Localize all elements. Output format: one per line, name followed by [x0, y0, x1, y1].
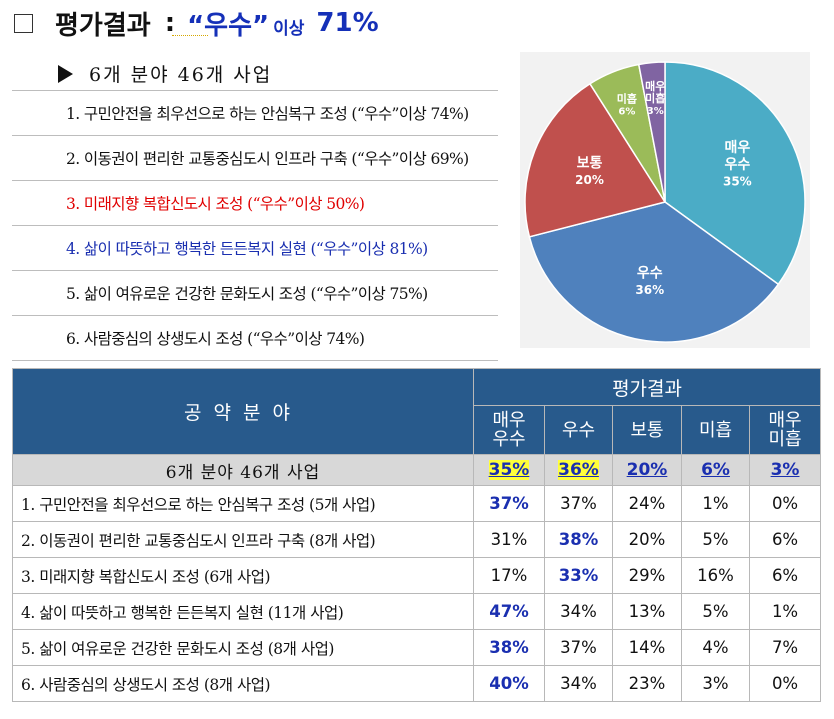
table-cell: 5% — [681, 521, 750, 558]
list-item: 5. 삶이 여유로운 건강한 문화도시 조성 (“우수”이상 75%) — [12, 270, 498, 315]
summary-value: 6% — [701, 460, 730, 480]
table-cell: 38% — [544, 521, 613, 558]
list-item: 6. 사람중심의 상생도시 조성 (“우수”이상 74%) — [12, 315, 498, 361]
pie-category-label: 매우 — [645, 79, 665, 93]
table-cell: 31% — [473, 521, 545, 558]
field-list: 1. 구민안전을 최우선으로 하는 안심복구 조성 (“우수”이상 74%) 2.… — [12, 90, 498, 361]
summary-value: 35% — [488, 460, 530, 480]
pie-category-label: 미흡 — [645, 91, 665, 105]
table-cell: 17% — [473, 557, 545, 594]
header-grade: 보통 — [612, 405, 682, 455]
header-grade: 매우 미흡 — [748, 405, 822, 455]
pie-category-label: 보통 — [577, 156, 603, 172]
table-cell: 37% — [544, 485, 613, 522]
table-cell: 34% — [544, 593, 613, 630]
table-cell: 38% — [473, 629, 545, 666]
table-cell: 3% — [681, 665, 750, 702]
summary-cell: 20% — [612, 454, 682, 486]
table-cell: 33% — [544, 557, 613, 594]
table-cell: 4% — [681, 629, 750, 666]
pie-value-label: 36% — [635, 283, 664, 297]
header-grade: 매우 우수 — [473, 405, 545, 455]
table-cell: 1% — [748, 593, 822, 630]
table-cell: 47% — [473, 593, 545, 630]
header-grade: 미흡 — [681, 405, 750, 455]
results-table: 공약분야 평가결과 매우 우수 우수 보통 미흡 매우 미흡 6개 분야 46개 사업 35%… — [12, 368, 822, 702]
table-cell: 0% — [748, 665, 822, 702]
table-cell: 6% — [748, 521, 822, 558]
table-cell: 23% — [612, 665, 682, 702]
table-cell: 29% — [612, 557, 682, 594]
pie-slice — [664, 61, 806, 286]
table-row: 6. 사람중심의 상생도시 조성 (8개 사업) 40% 34% 23% 3% 0% — [12, 665, 822, 702]
title-percent: 71% — [316, 8, 379, 38]
title-colon: : — [164, 8, 176, 38]
row-label: 1. 구민안전을 최우선으로 하는 안심복구 조성 (5개 사업) — [12, 485, 474, 522]
table-row: 5. 삶이 여유로운 건강한 문화도시 조성 (8개 사업) 38% 37% 14% 4… — [12, 629, 822, 666]
summary-cell: 3% — [748, 454, 822, 486]
list-item: 4. 삶이 따뜻하고 행복한 든든복지 실현 (“우수”이상 81%) — [12, 225, 498, 270]
summary-cell: 35% — [473, 454, 545, 486]
table-cell: 20% — [612, 521, 682, 558]
pie-slice — [528, 201, 780, 343]
row-label: 3. 미래지향 복합신도시 조성 (6개 사업) — [12, 557, 474, 594]
header-result: 평가결과 — [472, 368, 822, 406]
table-cell: 34% — [544, 665, 613, 702]
table-row: 4. 삶이 따뜻하고 행복한 든든복지 실현 (11개 사업) 47% 34% 13%… — [12, 593, 822, 630]
table-cell: 24% — [612, 485, 682, 522]
pie-category-label: 미흡 — [617, 92, 637, 106]
pie-category-label: 우수 — [637, 265, 663, 281]
table-cell: 6% — [748, 557, 822, 594]
pie-value-label: 35% — [723, 175, 752, 189]
row-label: 2. 이동권이 편리한 교통중심도시 인프라 구축 (8개 사업) — [12, 521, 474, 558]
list-item: 2. 이동권이 편리한 교통중심도시 인프라 구축 (“우수”이상 69%) — [12, 135, 498, 180]
row-label: 4. 삶이 따뜻하고 행복한 든든복지 실현 (11개 사업) — [12, 593, 474, 630]
summary-row: 6개 분야 46개 사업 35% 36% 20% 6% 3% — [12, 454, 822, 486]
table-cell: 0% — [748, 485, 822, 522]
table-cell: 16% — [681, 557, 750, 594]
summary-value: 20% — [626, 460, 668, 480]
summary-cell: 36% — [544, 454, 613, 486]
pie-category-label: 매우 — [724, 140, 750, 156]
dotted-underline — [172, 35, 208, 36]
table-row: 2. 이동권이 편리한 교통중심도시 인프라 구축 (8개 사업) 31% 38% 2… — [12, 521, 822, 558]
list-item: 1. 구민안전을 최우선으로 하는 안심복구 조성 (“우수”이상 74%) — [12, 90, 498, 135]
title-main: 평가결과 — [55, 10, 151, 41]
triangle-bullet-icon — [58, 64, 73, 83]
header-grade: 우수 — [544, 405, 613, 455]
table-cell: 7% — [748, 629, 822, 666]
table-row: 3. 미래지향 복합신도시 조성 (6개 사업) 17% 33% 29% 16% 6% — [12, 557, 822, 594]
pie-value-label: 20% — [575, 173, 604, 187]
table-cell: 1% — [681, 485, 750, 522]
pie-value-label: 6% — [618, 107, 635, 118]
table-cell: 13% — [612, 593, 682, 630]
title-above: 이상 — [273, 18, 305, 39]
checkbox-icon — [14, 13, 33, 33]
pie-chart: 매우 우수 35% 우수 36% 보통 20% 미흡 6% 매우 미흡 3% — [520, 52, 810, 348]
summary-value: 3% — [770, 460, 800, 480]
table-row: 1. 구민안전을 최우선으로 하는 안심복구 조성 (5개 사업) 37% 37% 2… — [12, 485, 822, 522]
summary-label: 6개 분야 46개 사업 — [12, 454, 474, 486]
summary-cell: 6% — [681, 454, 750, 486]
subheading: 6개 분야 46개 사업 — [58, 60, 272, 87]
table-cell: 14% — [612, 629, 682, 666]
header-field: 공약분야 — [12, 368, 474, 455]
list-item: 3. 미래지향 복합신도시 조성 (“우수”이상 50%) — [12, 180, 498, 225]
row-label: 5. 삶이 여유로운 건강한 문화도시 조성 (8개 사업) — [12, 629, 474, 666]
pie-category-label: 우수 — [724, 157, 750, 173]
table-cell: 5% — [681, 593, 750, 630]
summary-value: 36% — [558, 460, 599, 480]
pie-slice — [524, 82, 667, 238]
row-label: 6. 사람중심의 상생도시 조성 (8개 사업) — [12, 665, 474, 702]
subheading-text: 6개 분야 46개 사업 — [89, 64, 273, 86]
pie-slice — [637, 61, 666, 203]
table-cell: 37% — [473, 485, 545, 522]
table-cell: 40% — [473, 665, 545, 702]
table-cell: 37% — [544, 629, 613, 666]
pie-value-label: 3% — [647, 106, 664, 117]
